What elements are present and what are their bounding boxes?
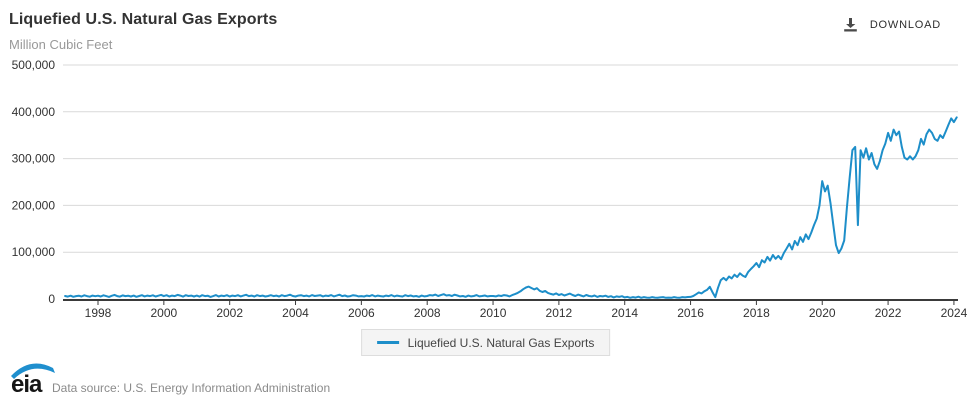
- x-axis-tick-label: 2024: [941, 306, 968, 320]
- y-axis-tick-label: 300,000: [12, 152, 56, 166]
- x-axis-tick-label: 2004: [282, 306, 309, 320]
- x-axis-tick-label: 2014: [611, 306, 638, 320]
- x-axis-tick-label: 2016: [677, 306, 704, 320]
- legend-item[interactable]: Liquefied U.S. Natural Gas Exports: [360, 329, 611, 356]
- legend-label: Liquefied U.S. Natural Gas Exports: [407, 335, 595, 350]
- download-icon: [844, 18, 857, 32]
- x-axis-tick-label: 2006: [348, 306, 375, 320]
- download-button[interactable]: DOWNLOAD: [843, 17, 941, 32]
- x-axis-tick-label: 2020: [809, 306, 836, 320]
- x-axis-tick-label: 2012: [546, 306, 573, 320]
- y-axis-tick-label: 400,000: [12, 105, 56, 119]
- data-source-text: Data source: U.S. Energy Information Adm…: [52, 381, 331, 395]
- x-axis-tick-label: 2022: [875, 306, 902, 320]
- page-title: Liquefied U.S. Natural Gas Exports: [9, 11, 278, 28]
- y-axis-tick-label: 100,000: [12, 245, 56, 259]
- y-axis-tick-label: 200,000: [12, 198, 56, 212]
- chart-units-label: Million Cubic Feet: [9, 37, 113, 52]
- x-axis-tick-label: 1998: [85, 306, 112, 320]
- download-label: DOWNLOAD: [869, 18, 941, 31]
- x-axis-tick-label: 2002: [216, 306, 243, 320]
- y-axis-tick-label: 0: [48, 292, 55, 306]
- legend-line-swatch: [376, 341, 399, 344]
- series-line[interactable]: [64, 116, 958, 299]
- eia-logo[interactable]: eia: [8, 360, 56, 398]
- x-axis-tick-label: 2018: [743, 306, 770, 320]
- eia-logo-text: eia: [11, 371, 43, 398]
- x-axis-tick-label: 2008: [414, 306, 441, 320]
- chart-plot-area[interactable]: 0 100,000 200,000 300,000 400,000 500,000 1998…: [0, 0, 971, 325]
- x-axis-tick-label: 2010: [480, 306, 507, 320]
- eia-swoosh-icon: [11, 363, 55, 379]
- y-axis-tick-label: 500,000: [12, 58, 56, 72]
- x-axis-tick-label: 2000: [150, 306, 177, 320]
